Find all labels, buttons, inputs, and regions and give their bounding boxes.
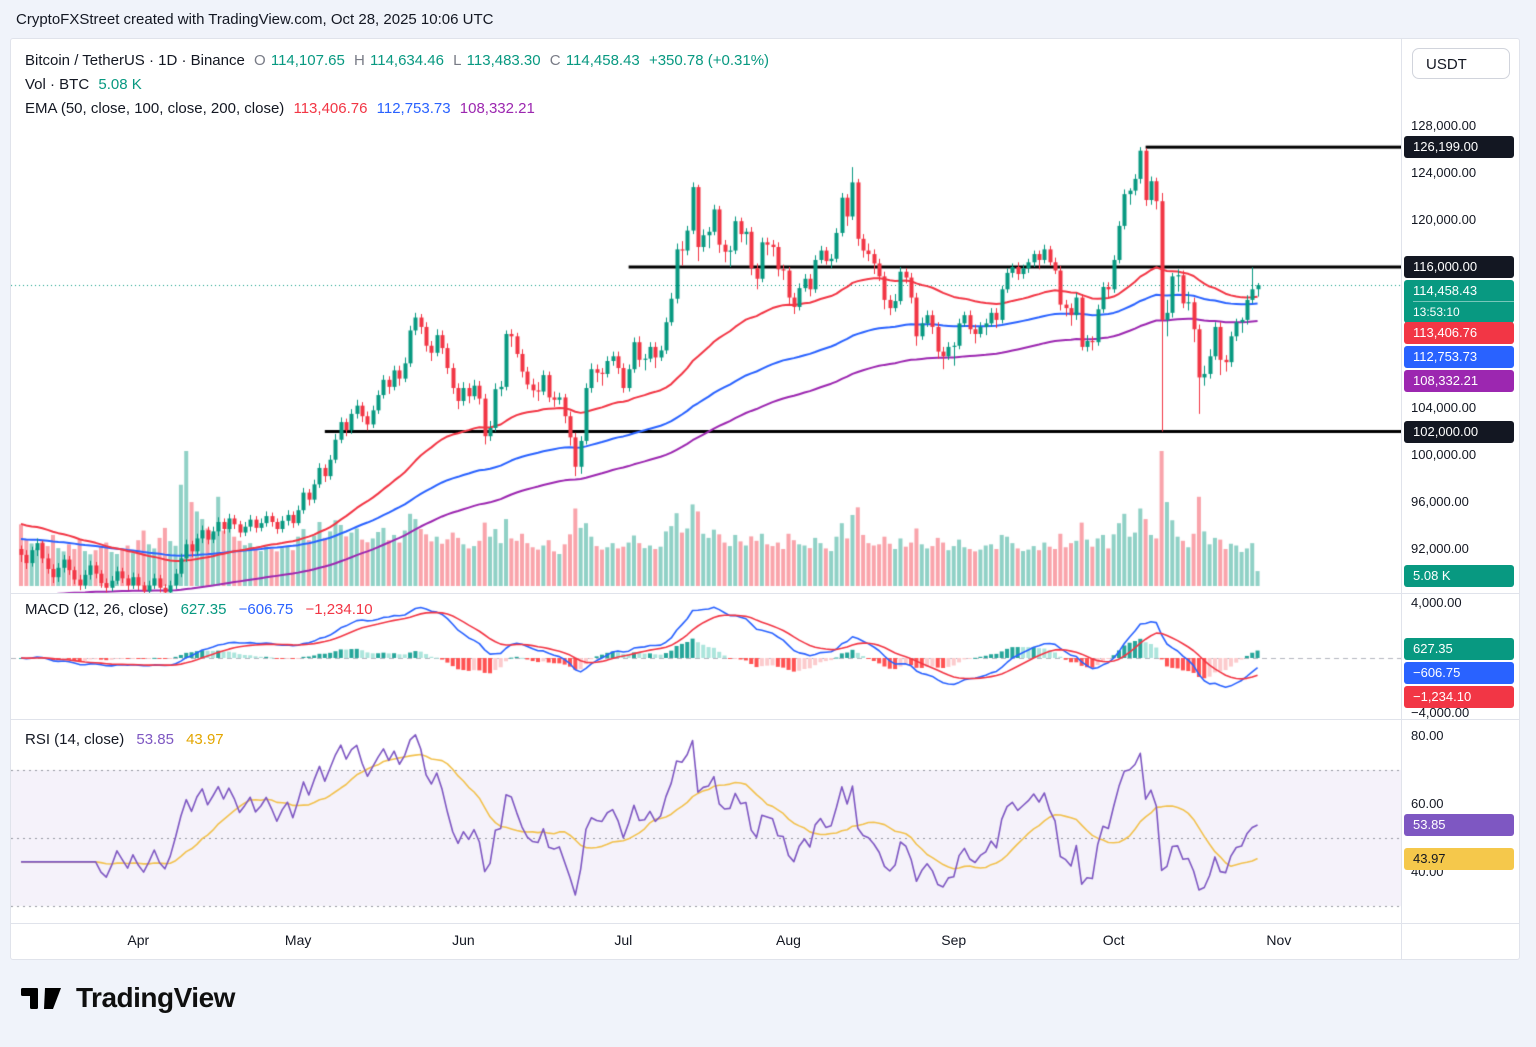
chart-canvas[interactable] bbox=[11, 39, 1401, 959]
low-label: L bbox=[453, 52, 462, 69]
scale-tick-label: −4,000.00 bbox=[1411, 705, 1470, 720]
scale-tick-label: 100,000.00 bbox=[1411, 447, 1477, 462]
tradingview-logo-icon bbox=[21, 988, 61, 1009]
open-label: O bbox=[254, 52, 266, 69]
scale-tick-label: 124,000.00 bbox=[1411, 165, 1477, 180]
price-change: +350.78 (+0.31%) bbox=[648, 52, 770, 69]
macd-line-value: −606.75 bbox=[238, 601, 294, 618]
macd-hist-badge: 627.35 bbox=[1404, 638, 1514, 661]
scale-tick-label: 128,000.00 bbox=[1411, 118, 1477, 133]
symbol-ohlc-row: Bitcoin / TetherUS · 1D · Binance O 114,… bbox=[25, 49, 774, 73]
scale-tick-label: 104,000.00 bbox=[1411, 400, 1477, 415]
scale-tick-label: 96,000.00 bbox=[1411, 494, 1469, 509]
month-label-may: May bbox=[284, 932, 312, 948]
high-value: 114,634.46 bbox=[370, 52, 444, 69]
high-label: H bbox=[353, 52, 365, 69]
scale-tick-label: 4,000.00 bbox=[1411, 595, 1462, 610]
pane-divider[interactable] bbox=[11, 719, 1519, 720]
time-axis[interactable]: Apr May Jun Jul Aug Sep Oct Nov bbox=[11, 923, 1401, 959]
close-label: C bbox=[549, 52, 561, 69]
macd-label[interactable]: MACD (12, 26, close) bbox=[25, 601, 169, 618]
level-116000-badge: 116,000.00 bbox=[1404, 256, 1514, 278]
ema-row: EMA (50, close, 100, close, 200, close) … bbox=[25, 97, 774, 121]
ema-100-badge: 112,753.73 bbox=[1404, 346, 1514, 368]
macd-hist-value: 627.35 bbox=[180, 601, 227, 618]
rsi-ma-badge: 43.97 bbox=[1404, 847, 1514, 870]
scale-divider bbox=[1401, 39, 1402, 959]
rsi-badge: 53.85 bbox=[1404, 813, 1514, 836]
last-price-badge: 114,458.43 13:53:10 bbox=[1404, 280, 1514, 323]
volume-row: Vol · BTC 5.08 K bbox=[25, 73, 774, 97]
scale-tick-label: 92,000.00 bbox=[1411, 541, 1469, 556]
macd-legend: MACD (12, 26, close) 627.35 −606.75 −1,2… bbox=[25, 601, 381, 618]
volume-value: 5.08 K bbox=[98, 76, 142, 93]
macd-signal-badge: −1,234.10 bbox=[1404, 686, 1514, 709]
month-label-oct: Oct bbox=[1102, 932, 1125, 948]
attribution-text: CryptoFXStreet created with TradingView.… bbox=[16, 11, 494, 28]
ema200-value: 108,332.21 bbox=[459, 100, 535, 117]
low-value: 113,483.30 bbox=[466, 52, 541, 69]
month-label-nov: Nov bbox=[1266, 932, 1292, 948]
level-126199-badge: 126,199.00 bbox=[1404, 136, 1514, 159]
level-102000-badge: 102,000.00 bbox=[1404, 420, 1514, 443]
price-scale[interactable]: USDT 128,000.00 124,000.00 120,000.00 104,0… bbox=[1402, 39, 1519, 959]
month-label-jun: Jun bbox=[452, 932, 475, 948]
month-label-sep: Sep bbox=[941, 932, 967, 948]
rsi-value: 53.85 bbox=[136, 731, 174, 748]
ema-50-badge: 113,406.76 bbox=[1404, 322, 1514, 344]
pane-divider[interactable] bbox=[11, 593, 1519, 594]
month-label-jul: Jul bbox=[614, 932, 633, 948]
rsi-ma-value: 43.97 bbox=[186, 731, 224, 748]
open-value: 114,107.65 bbox=[270, 52, 345, 69]
scale-tick-label: 60.00 bbox=[1411, 796, 1444, 811]
close-value: 114,458.43 bbox=[565, 52, 640, 69]
rsi-label[interactable]: RSI (14, close) bbox=[25, 731, 125, 748]
symbol-legend: Bitcoin / TetherUS · 1D · Binance O 114,… bbox=[25, 49, 774, 121]
macd-line-badge: −606.75 bbox=[1404, 662, 1514, 685]
ema-label[interactable]: EMA (50, close, 100, close, 200, close) bbox=[25, 100, 285, 117]
pane-divider bbox=[11, 923, 1519, 924]
symbol-title[interactable]: Bitcoin / TetherUS · 1D · Binance bbox=[25, 52, 245, 69]
volume-badge: 5.08 K bbox=[1404, 565, 1514, 587]
scale-tick-label: 120,000.00 bbox=[1411, 212, 1477, 227]
macd-signal-value: −1,234.10 bbox=[305, 601, 373, 618]
volume-label: Vol · BTC bbox=[25, 76, 90, 93]
ema100-value: 112,753.73 bbox=[376, 100, 451, 117]
tradingview-footer[interactable]: TradingView bbox=[20, 980, 235, 1016]
chart-card: Bitcoin / TetherUS · 1D · Binance O 114,… bbox=[10, 38, 1520, 960]
ema-200-badge: 108,332.21 bbox=[1404, 370, 1514, 392]
rsi-legend: RSI (14, close) 53.85 43.97 bbox=[25, 731, 232, 748]
month-label-aug: Aug bbox=[776, 932, 801, 948]
ema50-value: 113,406.76 bbox=[293, 100, 368, 117]
tradingview-logo-text: TradingView bbox=[76, 982, 235, 1013]
currency-toggle-button[interactable]: USDT bbox=[1412, 48, 1510, 79]
countdown-timer: 13:53:10 bbox=[1413, 301, 1514, 320]
month-label-apr: Apr bbox=[127, 932, 150, 948]
scale-tick-label: 80.00 bbox=[1411, 728, 1444, 743]
